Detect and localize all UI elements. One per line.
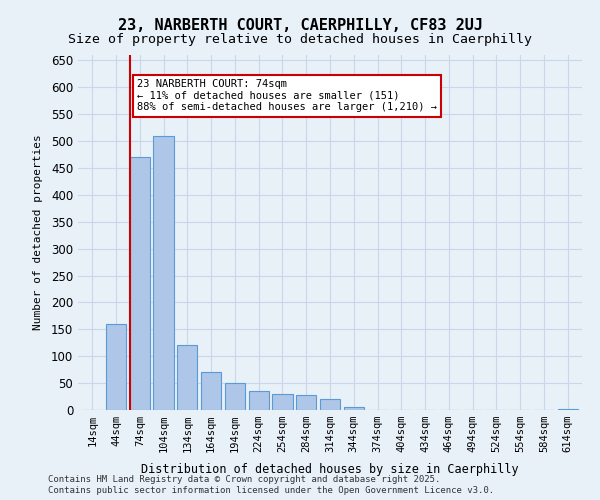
Bar bbox=[154, 136, 173, 410]
Bar bbox=[557, 409, 578, 410]
Bar bbox=[344, 408, 364, 410]
Text: Contains public sector information licensed under the Open Government Licence v3: Contains public sector information licen… bbox=[48, 486, 494, 495]
Text: Contains HM Land Registry data © Crown copyright and database right 2025.: Contains HM Land Registry data © Crown c… bbox=[48, 475, 440, 484]
Bar bbox=[272, 394, 293, 410]
Text: Size of property relative to detached houses in Caerphilly: Size of property relative to detached ho… bbox=[68, 32, 532, 46]
Bar bbox=[296, 395, 316, 410]
Bar bbox=[106, 324, 126, 410]
Bar bbox=[320, 399, 340, 410]
Bar bbox=[248, 391, 269, 410]
Y-axis label: Number of detached properties: Number of detached properties bbox=[32, 134, 43, 330]
Bar bbox=[225, 383, 245, 410]
X-axis label: Distribution of detached houses by size in Caerphilly: Distribution of detached houses by size … bbox=[141, 464, 519, 476]
Bar bbox=[177, 346, 197, 410]
Bar bbox=[201, 372, 221, 410]
Bar bbox=[130, 157, 150, 410]
Text: 23, NARBERTH COURT, CAERPHILLY, CF83 2UJ: 23, NARBERTH COURT, CAERPHILLY, CF83 2UJ bbox=[118, 18, 482, 32]
Text: 23 NARBERTH COURT: 74sqm
← 11% of detached houses are smaller (151)
88% of semi-: 23 NARBERTH COURT: 74sqm ← 11% of detach… bbox=[137, 79, 437, 112]
